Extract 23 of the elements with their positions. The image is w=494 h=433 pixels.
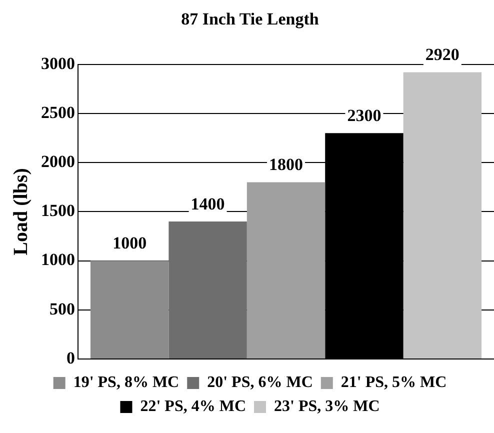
y-tick-label: 2000: [41, 152, 75, 171]
y-tick-label: 2500: [41, 102, 75, 122]
bar: [246, 182, 326, 358]
data-label: 2920: [425, 45, 460, 64]
data-label: 1800: [269, 155, 303, 174]
y-tick-label: 1000: [41, 250, 75, 270]
bar: [168, 222, 247, 358]
data-label: 2300: [347, 106, 382, 126]
legend-label: 21' PS, 5% MC: [340, 374, 447, 392]
y-tick-label: 500: [50, 299, 75, 318]
y-tick-label: 1500: [41, 201, 75, 220]
legend-label: 23' PS, 3% MC: [274, 398, 380, 416]
y-axis-title: Load (lbs): [10, 168, 32, 256]
legend-label: 19' PS, 8% MC: [73, 374, 180, 392]
data-label: 1400: [190, 194, 225, 214]
bar: [403, 72, 482, 358]
chart-title: 87 Inch Tie Length: [181, 10, 320, 29]
y-tick-label: 3000: [41, 54, 75, 73]
y-tick-label: 0: [66, 348, 75, 368]
legend-label: 22' PS, 4% MC: [140, 398, 246, 416]
legend-label: 20' PS, 6% MC: [207, 374, 313, 392]
data-label: 1000: [112, 234, 147, 253]
bar: [90, 260, 169, 358]
